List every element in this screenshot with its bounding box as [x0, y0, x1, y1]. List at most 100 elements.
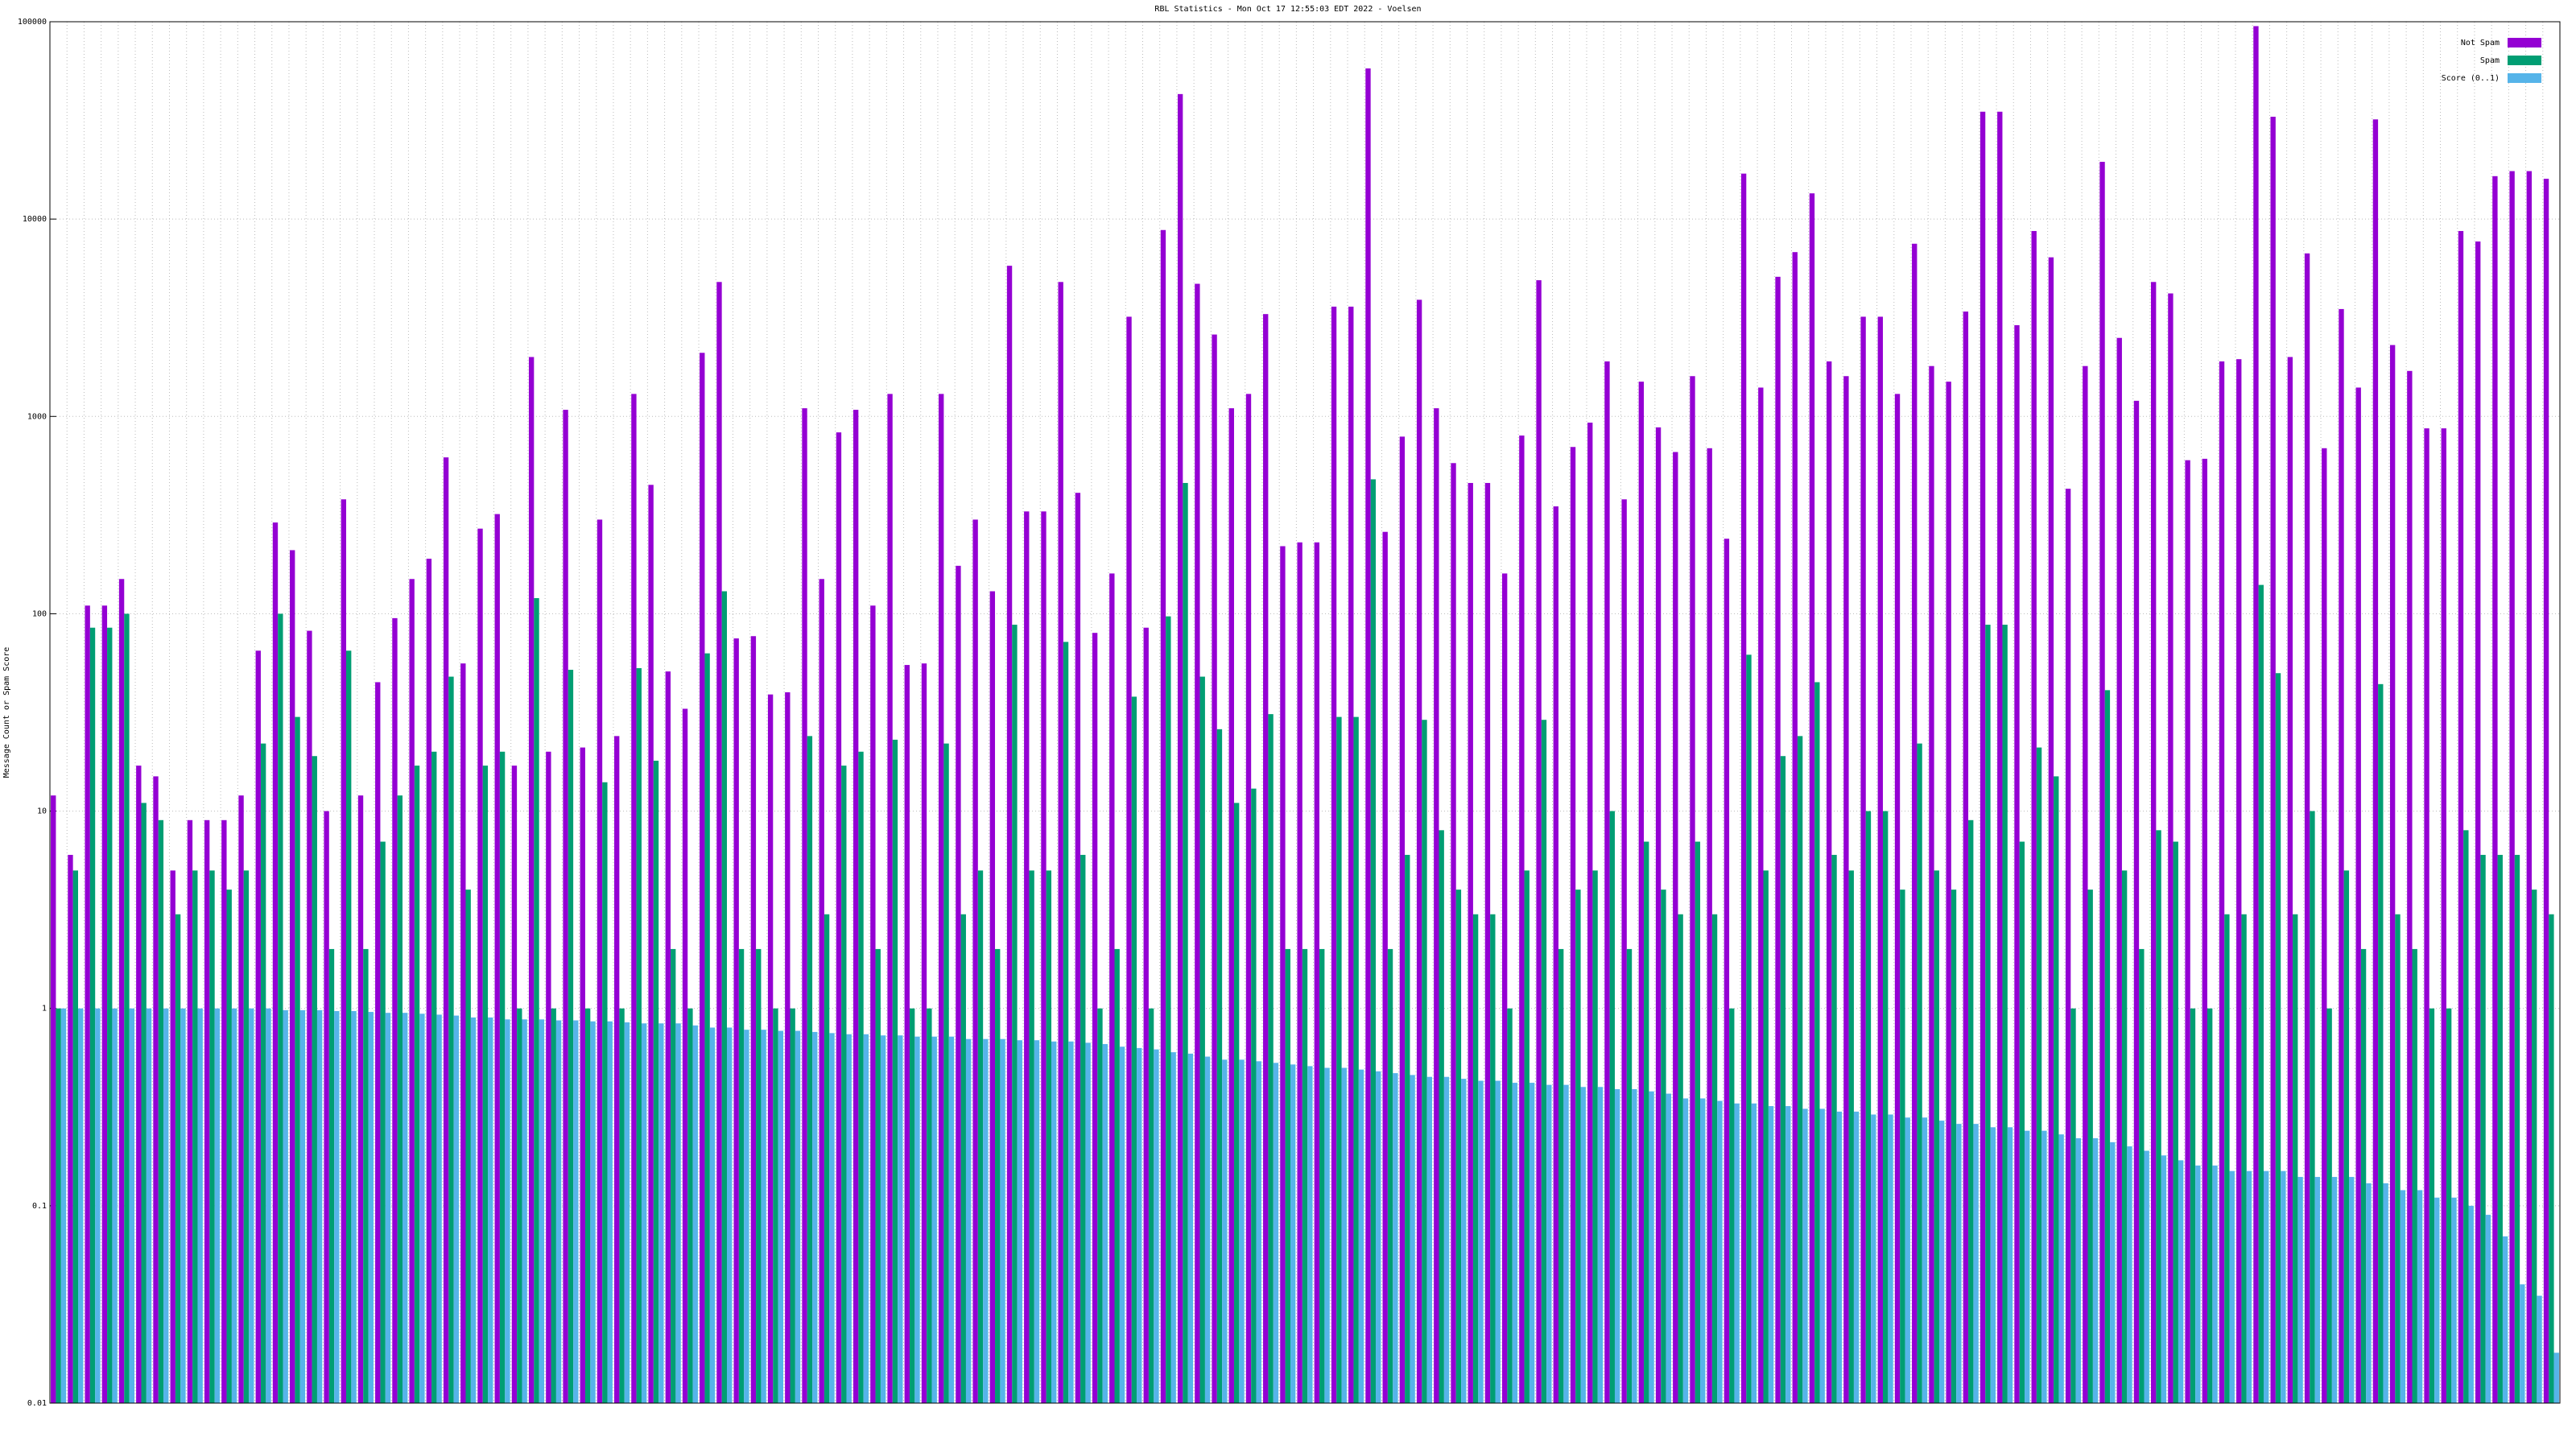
bar [1860, 316, 1866, 1404]
bar [1170, 1052, 1176, 1403]
bar [597, 519, 603, 1403]
bar [1126, 316, 1132, 1404]
bar [2185, 460, 2190, 1403]
legend-swatch [2508, 73, 2541, 83]
bar [1455, 890, 1462, 1403]
bar [1519, 436, 1525, 1404]
bar [1682, 1098, 1689, 1403]
bar [1729, 1008, 1735, 1403]
bar [1768, 1106, 1774, 1403]
bar [266, 1008, 271, 1403]
bar [1092, 633, 1098, 1403]
bar [1929, 365, 1934, 1403]
bar [2322, 448, 2327, 1403]
bar [482, 766, 489, 1403]
bar [363, 948, 369, 1403]
bar [112, 1008, 118, 1403]
bar [1666, 1093, 1671, 1403]
bar [334, 1010, 340, 1403]
bar [534, 598, 539, 1403]
bar [2331, 1177, 2338, 1403]
bar [1968, 819, 1974, 1403]
bar [1848, 870, 1854, 1403]
bar [2532, 890, 2537, 1403]
bar [2383, 1183, 2388, 1403]
bar [1501, 573, 1508, 1403]
bar [1199, 676, 1205, 1403]
bar [158, 819, 164, 1403]
bar [2417, 1190, 2423, 1403]
bar [829, 1033, 835, 1403]
bar [939, 394, 944, 1404]
bar [2212, 1165, 2218, 1403]
bar [312, 756, 317, 1403]
bar [614, 736, 620, 1403]
bar [118, 579, 125, 1403]
bar [1358, 1069, 1364, 1403]
bar [278, 613, 283, 1403]
bar [555, 1020, 562, 1403]
bar [368, 1012, 374, 1403]
bar [1997, 111, 2003, 1404]
bar [1075, 493, 1081, 1403]
bar [1290, 1064, 1296, 1403]
y-tick-label: 0.1 [32, 1202, 47, 1211]
bar [778, 1030, 784, 1403]
bar [431, 751, 437, 1403]
bar [1912, 243, 1918, 1403]
bar [1592, 870, 1598, 1403]
bar [1751, 1103, 1757, 1403]
bar [1558, 948, 1564, 1403]
bar [56, 1008, 61, 1403]
bar [1468, 482, 1473, 1403]
bar [687, 1008, 693, 1403]
bar [812, 1031, 818, 1403]
bar [2543, 179, 2549, 1404]
bar [2355, 387, 2361, 1403]
bar [1268, 714, 1274, 1403]
bar [460, 663, 466, 1403]
bar [682, 708, 688, 1403]
bar [590, 1021, 596, 1403]
bar [1626, 948, 1633, 1403]
bar [1029, 870, 1034, 1403]
bar [1836, 1111, 1843, 1403]
bar [2075, 1137, 2082, 1403]
bar [2514, 854, 2520, 1403]
bar [1614, 1088, 1620, 1403]
bar [136, 766, 142, 1403]
bar [750, 636, 757, 1403]
legend-label: Spam [2480, 56, 2500, 65]
bar [795, 1030, 801, 1403]
bar [716, 282, 722, 1403]
bar [2202, 458, 2207, 1403]
bar [1490, 914, 1496, 1403]
y-tick-label: 100000 [18, 18, 47, 27]
bar [1740, 173, 1747, 1404]
bar [931, 1036, 937, 1403]
bar [214, 1008, 221, 1403]
bar [499, 751, 506, 1403]
bar [2458, 230, 2464, 1404]
bar [107, 627, 113, 1403]
plot-frame [49, 21, 2561, 1404]
bar [2304, 253, 2310, 1403]
bar [692, 1025, 698, 1403]
bar [2360, 948, 2367, 1403]
bar [346, 650, 352, 1403]
bar [841, 766, 847, 1403]
bar [727, 1027, 733, 1403]
bar [1443, 1076, 1450, 1403]
bar [1302, 948, 1308, 1403]
bar [1405, 854, 1410, 1403]
bar [2314, 1177, 2320, 1403]
bar [2287, 357, 2293, 1403]
bar [767, 694, 774, 1403]
bar [2253, 26, 2259, 1403]
bar [1853, 1111, 1860, 1403]
bar [494, 514, 500, 1403]
bar [465, 890, 471, 1403]
bar [1843, 376, 1849, 1403]
bar [2121, 870, 2128, 1403]
bar [1763, 870, 1769, 1403]
